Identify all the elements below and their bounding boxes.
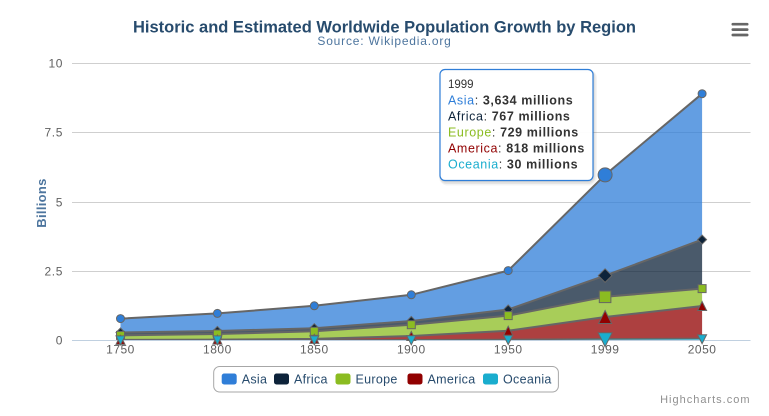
svg-text:5: 5 <box>56 196 63 210</box>
svg-text:Europe: 729 millions: Europe: 729 millions <box>448 126 579 140</box>
svg-text:Billions: Billions <box>34 178 49 227</box>
svg-text:1999: 1999 <box>591 343 620 357</box>
svg-text:America: America <box>428 373 476 387</box>
svg-text:1850: 1850 <box>300 343 329 357</box>
svg-text:Asia: Asia <box>242 373 268 387</box>
svg-text:Oceania: 30 millions: Oceania: 30 millions <box>448 158 578 172</box>
svg-text:Highcharts.com: Highcharts.com <box>660 394 750 406</box>
svg-text:Oceania: Oceania <box>503 373 552 387</box>
svg-text:Source: Wikipedia.org: Source: Wikipedia.org <box>317 34 451 48</box>
svg-text:10: 10 <box>48 57 63 71</box>
svg-text:Europe: Europe <box>356 373 398 387</box>
svg-text:1999: 1999 <box>448 79 474 91</box>
svg-text:7.5: 7.5 <box>45 126 63 140</box>
svg-text:0: 0 <box>56 334 63 348</box>
svg-text:1800: 1800 <box>203 343 232 357</box>
svg-text:2050: 2050 <box>688 343 717 357</box>
svg-text:Africa: 767 millions: Africa: 767 millions <box>448 110 570 124</box>
svg-text:Africa: Africa <box>294 373 328 387</box>
svg-text:Asia: 3,634 millions: Asia: 3,634 millions <box>448 94 573 108</box>
svg-text:1750: 1750 <box>106 343 135 357</box>
svg-text:Historic and Estimated Worldwi: Historic and Estimated Worldwide Populat… <box>133 19 636 37</box>
svg-text:2.5: 2.5 <box>45 265 63 279</box>
svg-text:1950: 1950 <box>494 343 523 357</box>
svg-text:America: 818 millions: America: 818 millions <box>448 142 585 156</box>
svg-text:1900: 1900 <box>397 343 426 357</box>
